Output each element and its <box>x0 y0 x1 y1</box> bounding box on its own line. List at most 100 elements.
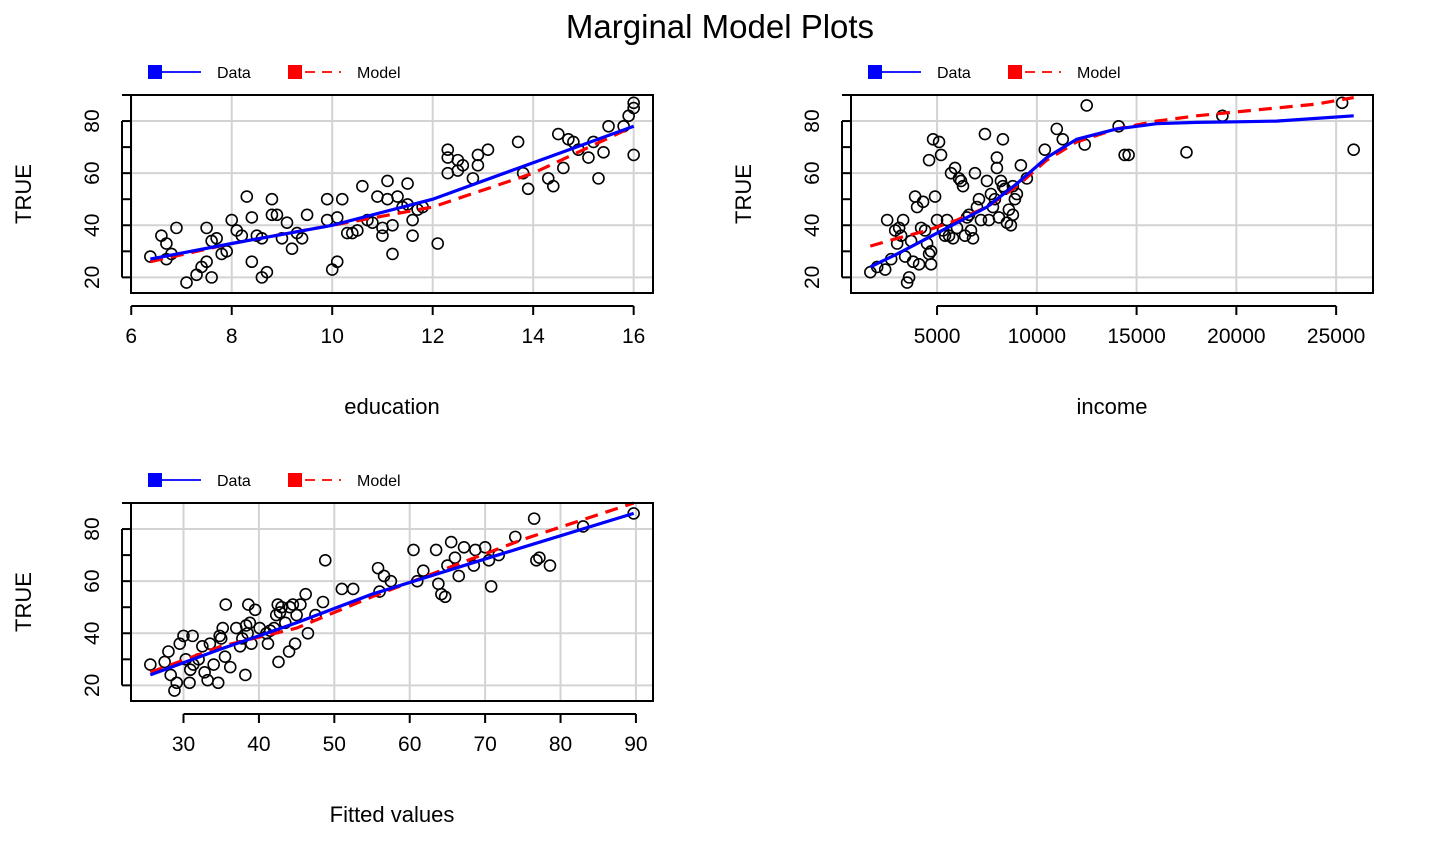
data-point <box>223 660 237 674</box>
data-point <box>627 101 640 115</box>
legend-data-label: Data <box>217 473 251 490</box>
data-point <box>441 151 455 164</box>
data-point <box>1006 179 1020 193</box>
data-point <box>330 255 344 269</box>
data-point <box>335 192 349 206</box>
data-point <box>162 645 175 658</box>
data-point <box>1347 143 1360 157</box>
legend-data-swatch <box>868 65 882 79</box>
data-point <box>1050 122 1064 136</box>
data-point <box>218 650 232 664</box>
data-point <box>1038 143 1052 157</box>
x-tick-label: 80 <box>549 733 572 756</box>
data-point <box>261 637 275 650</box>
legend-data-label: Data <box>217 65 251 82</box>
data-point <box>992 211 1006 224</box>
x-tick-label: 60 <box>398 733 421 756</box>
y-tick-label: 20 <box>81 266 104 289</box>
data-point <box>902 271 916 284</box>
data-point <box>248 603 262 617</box>
data-point <box>335 582 349 596</box>
y-tick-label: 80 <box>81 109 104 132</box>
legend-model-swatch <box>288 65 302 79</box>
x-tick-label: 10000 <box>1008 325 1066 348</box>
data-point <box>456 159 470 172</box>
data-point <box>533 551 546 565</box>
data-point <box>1014 159 1028 172</box>
data-point <box>978 127 992 141</box>
data-point <box>275 600 288 614</box>
y-axis-label: TRUE <box>731 164 756 224</box>
data-point <box>471 148 485 162</box>
x-tick-label: 50 <box>323 733 346 756</box>
data-point <box>155 229 168 242</box>
x-tick-label: 16 <box>622 325 645 348</box>
data-point <box>386 218 399 232</box>
data-point <box>391 190 404 203</box>
data-point <box>541 172 555 185</box>
data-point <box>186 629 199 643</box>
data-point <box>1118 148 1131 162</box>
plot-frame <box>850 94 1374 294</box>
data-point <box>376 221 389 235</box>
data-point <box>366 216 379 229</box>
legend: Data Model <box>148 473 401 490</box>
data-point <box>299 587 312 601</box>
data-point <box>239 668 252 682</box>
data-point <box>270 208 284 222</box>
legend-model-label: Model <box>357 65 401 82</box>
data-point <box>294 598 307 611</box>
data-point <box>916 195 930 209</box>
data-point <box>406 229 419 242</box>
data-point <box>552 127 565 141</box>
legend-model-swatch <box>288 473 302 487</box>
data-point <box>912 258 926 271</box>
data-point <box>932 135 946 149</box>
data-point <box>295 231 309 245</box>
data-point <box>207 658 220 671</box>
data-point <box>371 561 385 575</box>
data-point <box>316 595 330 609</box>
data-point <box>481 143 495 157</box>
data-point <box>376 229 389 242</box>
data-point <box>190 268 203 282</box>
data-point <box>170 221 183 235</box>
data-point <box>416 564 430 578</box>
data-point <box>521 182 535 196</box>
y-tick-label: 80 <box>801 109 824 132</box>
data-point <box>934 148 948 162</box>
data-point <box>990 161 1004 175</box>
data-point <box>158 655 171 669</box>
data-point <box>371 190 384 203</box>
data-point <box>922 153 936 167</box>
data-point <box>356 179 369 193</box>
legend-data-swatch <box>148 473 162 487</box>
data-point <box>972 192 986 206</box>
x-tick-label: 90 <box>624 733 647 756</box>
data-point <box>271 598 285 611</box>
data-point <box>527 512 541 525</box>
data-point <box>211 676 225 690</box>
data-point <box>282 645 296 658</box>
data-point <box>260 265 274 279</box>
data-point <box>386 247 399 261</box>
main-title: Marginal Model Plots <box>566 8 874 45</box>
data-point <box>956 179 970 193</box>
data-point <box>471 159 485 172</box>
x-tick-label: 20000 <box>1207 325 1265 348</box>
data-point <box>429 543 443 557</box>
data-point <box>438 590 452 604</box>
data-point <box>1180 146 1193 159</box>
data-point <box>407 543 420 557</box>
data-point <box>996 132 1010 146</box>
data-point <box>144 658 157 671</box>
x-tick-label: 14 <box>522 325 546 348</box>
data-point <box>1080 99 1094 112</box>
data-point <box>441 143 455 157</box>
data-point <box>926 132 940 146</box>
data-point <box>245 211 259 224</box>
x-tick-label: 70 <box>473 733 496 756</box>
data-point <box>582 151 595 164</box>
x-axis-label: income <box>1077 394 1148 419</box>
